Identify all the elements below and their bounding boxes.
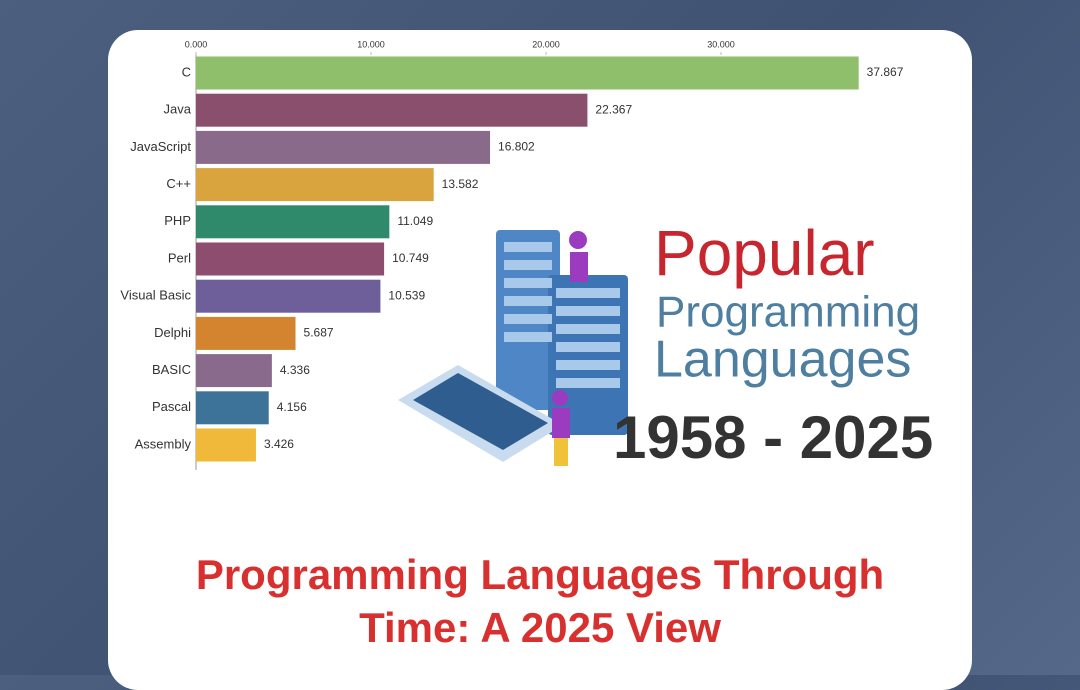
x-tick-label: 0.000 <box>185 39 208 49</box>
category-label: Delphi <box>154 325 191 340</box>
x-tick-label: 30.000 <box>707 39 735 49</box>
value-label: 10.539 <box>388 288 425 302</box>
bar <box>196 428 256 462</box>
chart: Popular Programming Languages 1958 - 202… <box>120 39 933 470</box>
category-label: Perl <box>168 250 191 265</box>
page: {"chart_data": {"type": "bar", "orientat… <box>0 0 1080 675</box>
category-label: Pascal <box>152 399 191 414</box>
bar <box>196 93 588 127</box>
value-label: 4.156 <box>277 400 307 414</box>
value-label: 4.336 <box>280 363 310 377</box>
category-label: Assembly <box>135 436 192 451</box>
value-label: 10.749 <box>392 251 429 265</box>
category-label: PHP <box>164 213 191 228</box>
years: 1958 - 2025 <box>613 404 933 470</box>
value-label: 5.687 <box>304 326 334 340</box>
card: Popular Programming Languages 1958 - 202… <box>108 30 972 690</box>
bar <box>196 56 859 90</box>
bar <box>196 316 296 350</box>
category-label: JavaScript <box>130 139 191 154</box>
bar <box>196 168 434 202</box>
subheadline: Languages <box>654 331 911 389</box>
category-label: C++ <box>166 176 191 191</box>
x-tick-label: 10.000 <box>357 39 385 49</box>
x-tick-label: 20.000 <box>532 39 560 49</box>
value-label: 3.426 <box>264 437 294 451</box>
category-label: BASIC <box>152 362 191 377</box>
value-label: 16.802 <box>498 140 535 154</box>
bar <box>196 205 390 239</box>
illustration <box>398 230 628 466</box>
bar <box>196 279 381 313</box>
category-label: Visual Basic <box>120 288 191 303</box>
subheadline: Programming <box>656 288 920 337</box>
bar <box>196 354 272 388</box>
bar <box>196 130 491 164</box>
bar <box>196 242 385 276</box>
category-label: C <box>182 64 191 79</box>
value-label: 13.582 <box>442 177 479 191</box>
value-label: 37.867 <box>867 65 904 79</box>
category-label: Java <box>164 102 192 117</box>
caption: Programming Languages Through Time: A 20… <box>195 551 885 651</box>
value-label: 22.367 <box>595 102 632 116</box>
value-label: 11.049 <box>397 214 433 228</box>
bar <box>196 391 269 425</box>
headline: Popular <box>654 217 875 289</box>
